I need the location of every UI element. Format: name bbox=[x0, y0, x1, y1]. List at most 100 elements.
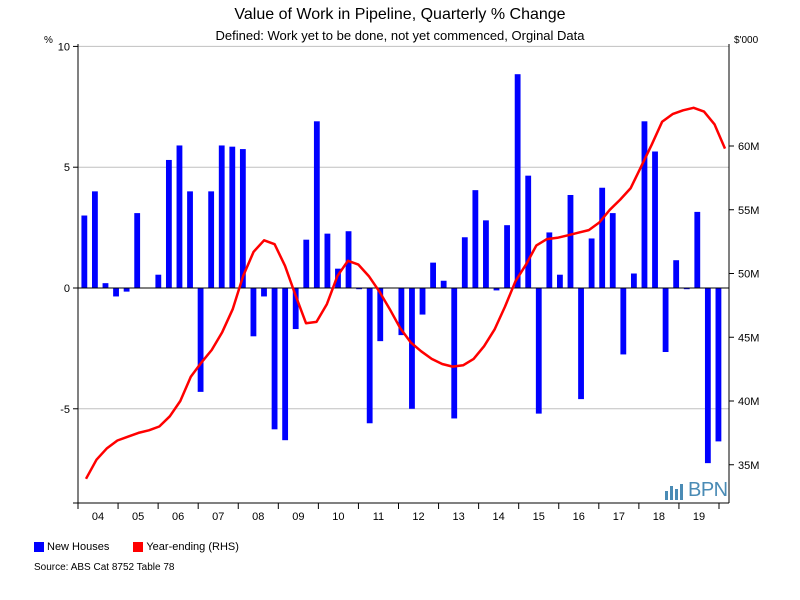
x-tick-label: 15 bbox=[533, 511, 545, 523]
bar bbox=[461, 237, 468, 288]
x-tick-label: 05 bbox=[132, 511, 144, 523]
right-axis-unit: $'000 bbox=[734, 35, 759, 46]
bar bbox=[599, 187, 606, 288]
legend-label-year-ending: Year-ending (RHS) bbox=[146, 541, 239, 553]
bar bbox=[113, 287, 119, 297]
bar bbox=[176, 145, 183, 288]
y-right-tick-label: 60M bbox=[738, 141, 759, 153]
bar bbox=[525, 175, 532, 288]
bar bbox=[155, 274, 162, 288]
x-tick-label: 16 bbox=[573, 511, 585, 523]
bar bbox=[218, 145, 225, 288]
y-right-tick-label: 55M bbox=[738, 205, 759, 217]
bar bbox=[134, 213, 141, 288]
bar bbox=[609, 213, 616, 288]
bar bbox=[261, 287, 267, 297]
bar bbox=[313, 121, 320, 288]
bar bbox=[440, 280, 447, 288]
x-tick-label: 13 bbox=[452, 511, 464, 523]
bar bbox=[662, 287, 669, 353]
bar bbox=[578, 287, 584, 400]
bar bbox=[335, 268, 341, 288]
bar bbox=[250, 287, 257, 337]
bar bbox=[81, 215, 88, 288]
y-right-tick-label: 45M bbox=[738, 332, 759, 344]
bar bbox=[620, 287, 627, 355]
legend-label-new-houses: New Houses bbox=[47, 541, 110, 553]
bar bbox=[451, 287, 458, 419]
y-right-tick-label: 40M bbox=[738, 396, 759, 408]
y-left-tick-label: 10 bbox=[58, 41, 70, 53]
x-tick-label: 09 bbox=[292, 511, 304, 523]
bar bbox=[292, 287, 299, 330]
series-line-year-ending bbox=[84, 106, 727, 480]
bar bbox=[493, 287, 500, 291]
bar bbox=[377, 287, 384, 342]
bar bbox=[197, 287, 204, 392]
bar bbox=[588, 238, 595, 288]
y-left-tick-label: -5 bbox=[60, 404, 70, 416]
bpn-logo-text: BPN bbox=[688, 479, 728, 501]
bar bbox=[567, 194, 574, 288]
chart-title: Value of Work in Pipeline, Quarterly % C… bbox=[234, 6, 566, 23]
bar bbox=[504, 225, 510, 288]
x-tick-label: 07 bbox=[212, 511, 224, 523]
y-left-tick-label: 5 bbox=[64, 162, 70, 174]
bar bbox=[271, 287, 278, 430]
y-left-tick-label: 0 bbox=[64, 283, 70, 295]
bar bbox=[535, 287, 542, 414]
bar bbox=[356, 287, 363, 290]
x-tick-label: 11 bbox=[373, 511, 384, 523]
x-tick-label: 08 bbox=[252, 511, 264, 523]
bpn-logo-icon bbox=[665, 484, 683, 500]
bar bbox=[366, 287, 373, 424]
legend-swatch-new-houses bbox=[34, 542, 44, 552]
x-tick-label: 14 bbox=[493, 511, 505, 523]
bar bbox=[683, 287, 690, 290]
legend-item-year-ending: Year-ending (RHS) bbox=[133, 541, 239, 553]
bar bbox=[409, 287, 415, 409]
bar bbox=[229, 146, 236, 288]
legend-swatch-year-ending bbox=[133, 542, 144, 552]
x-tick-label: 18 bbox=[653, 511, 665, 523]
y-right-tick-label: 35M bbox=[738, 460, 759, 472]
bar bbox=[630, 273, 637, 288]
bar bbox=[102, 283, 109, 288]
chart-subtitle: Defined: Work yet to be done, not yet co… bbox=[215, 28, 585, 43]
legend-item-new-houses: New Houses bbox=[34, 541, 109, 553]
bar bbox=[345, 231, 352, 288]
left-axis-unit: % bbox=[44, 35, 53, 46]
bar bbox=[546, 232, 553, 288]
chart-legend: New Houses Year-ending (RHS) bbox=[34, 541, 239, 553]
bar bbox=[514, 74, 521, 288]
bar bbox=[673, 260, 680, 288]
bar bbox=[92, 191, 98, 288]
bar bbox=[419, 287, 426, 315]
y-right-tick-label: 50M bbox=[738, 269, 759, 281]
x-tick-label: 19 bbox=[693, 511, 705, 523]
x-tick-label: 06 bbox=[172, 511, 184, 523]
source-note: Source: ABS Cat 8752 Table 78 bbox=[34, 562, 175, 573]
bar bbox=[557, 274, 563, 288]
bar bbox=[483, 220, 489, 288]
x-tick-label: 04 bbox=[92, 511, 104, 523]
bar bbox=[303, 239, 310, 288]
bar bbox=[239, 149, 246, 288]
bar bbox=[472, 190, 479, 288]
bar bbox=[324, 233, 331, 288]
bar bbox=[652, 151, 658, 288]
x-tick-label: 12 bbox=[412, 511, 424, 523]
bar bbox=[187, 191, 193, 288]
bar bbox=[165, 159, 172, 288]
bar bbox=[641, 121, 648, 288]
bar bbox=[123, 287, 130, 292]
bar bbox=[694, 211, 701, 288]
bpn-logo: BPN bbox=[664, 480, 728, 500]
bar bbox=[715, 287, 722, 442]
bar bbox=[398, 287, 405, 336]
x-tick-label: 17 bbox=[613, 511, 625, 523]
bar bbox=[282, 287, 289, 441]
bar bbox=[208, 191, 215, 288]
x-tick-label: 10 bbox=[332, 511, 344, 523]
